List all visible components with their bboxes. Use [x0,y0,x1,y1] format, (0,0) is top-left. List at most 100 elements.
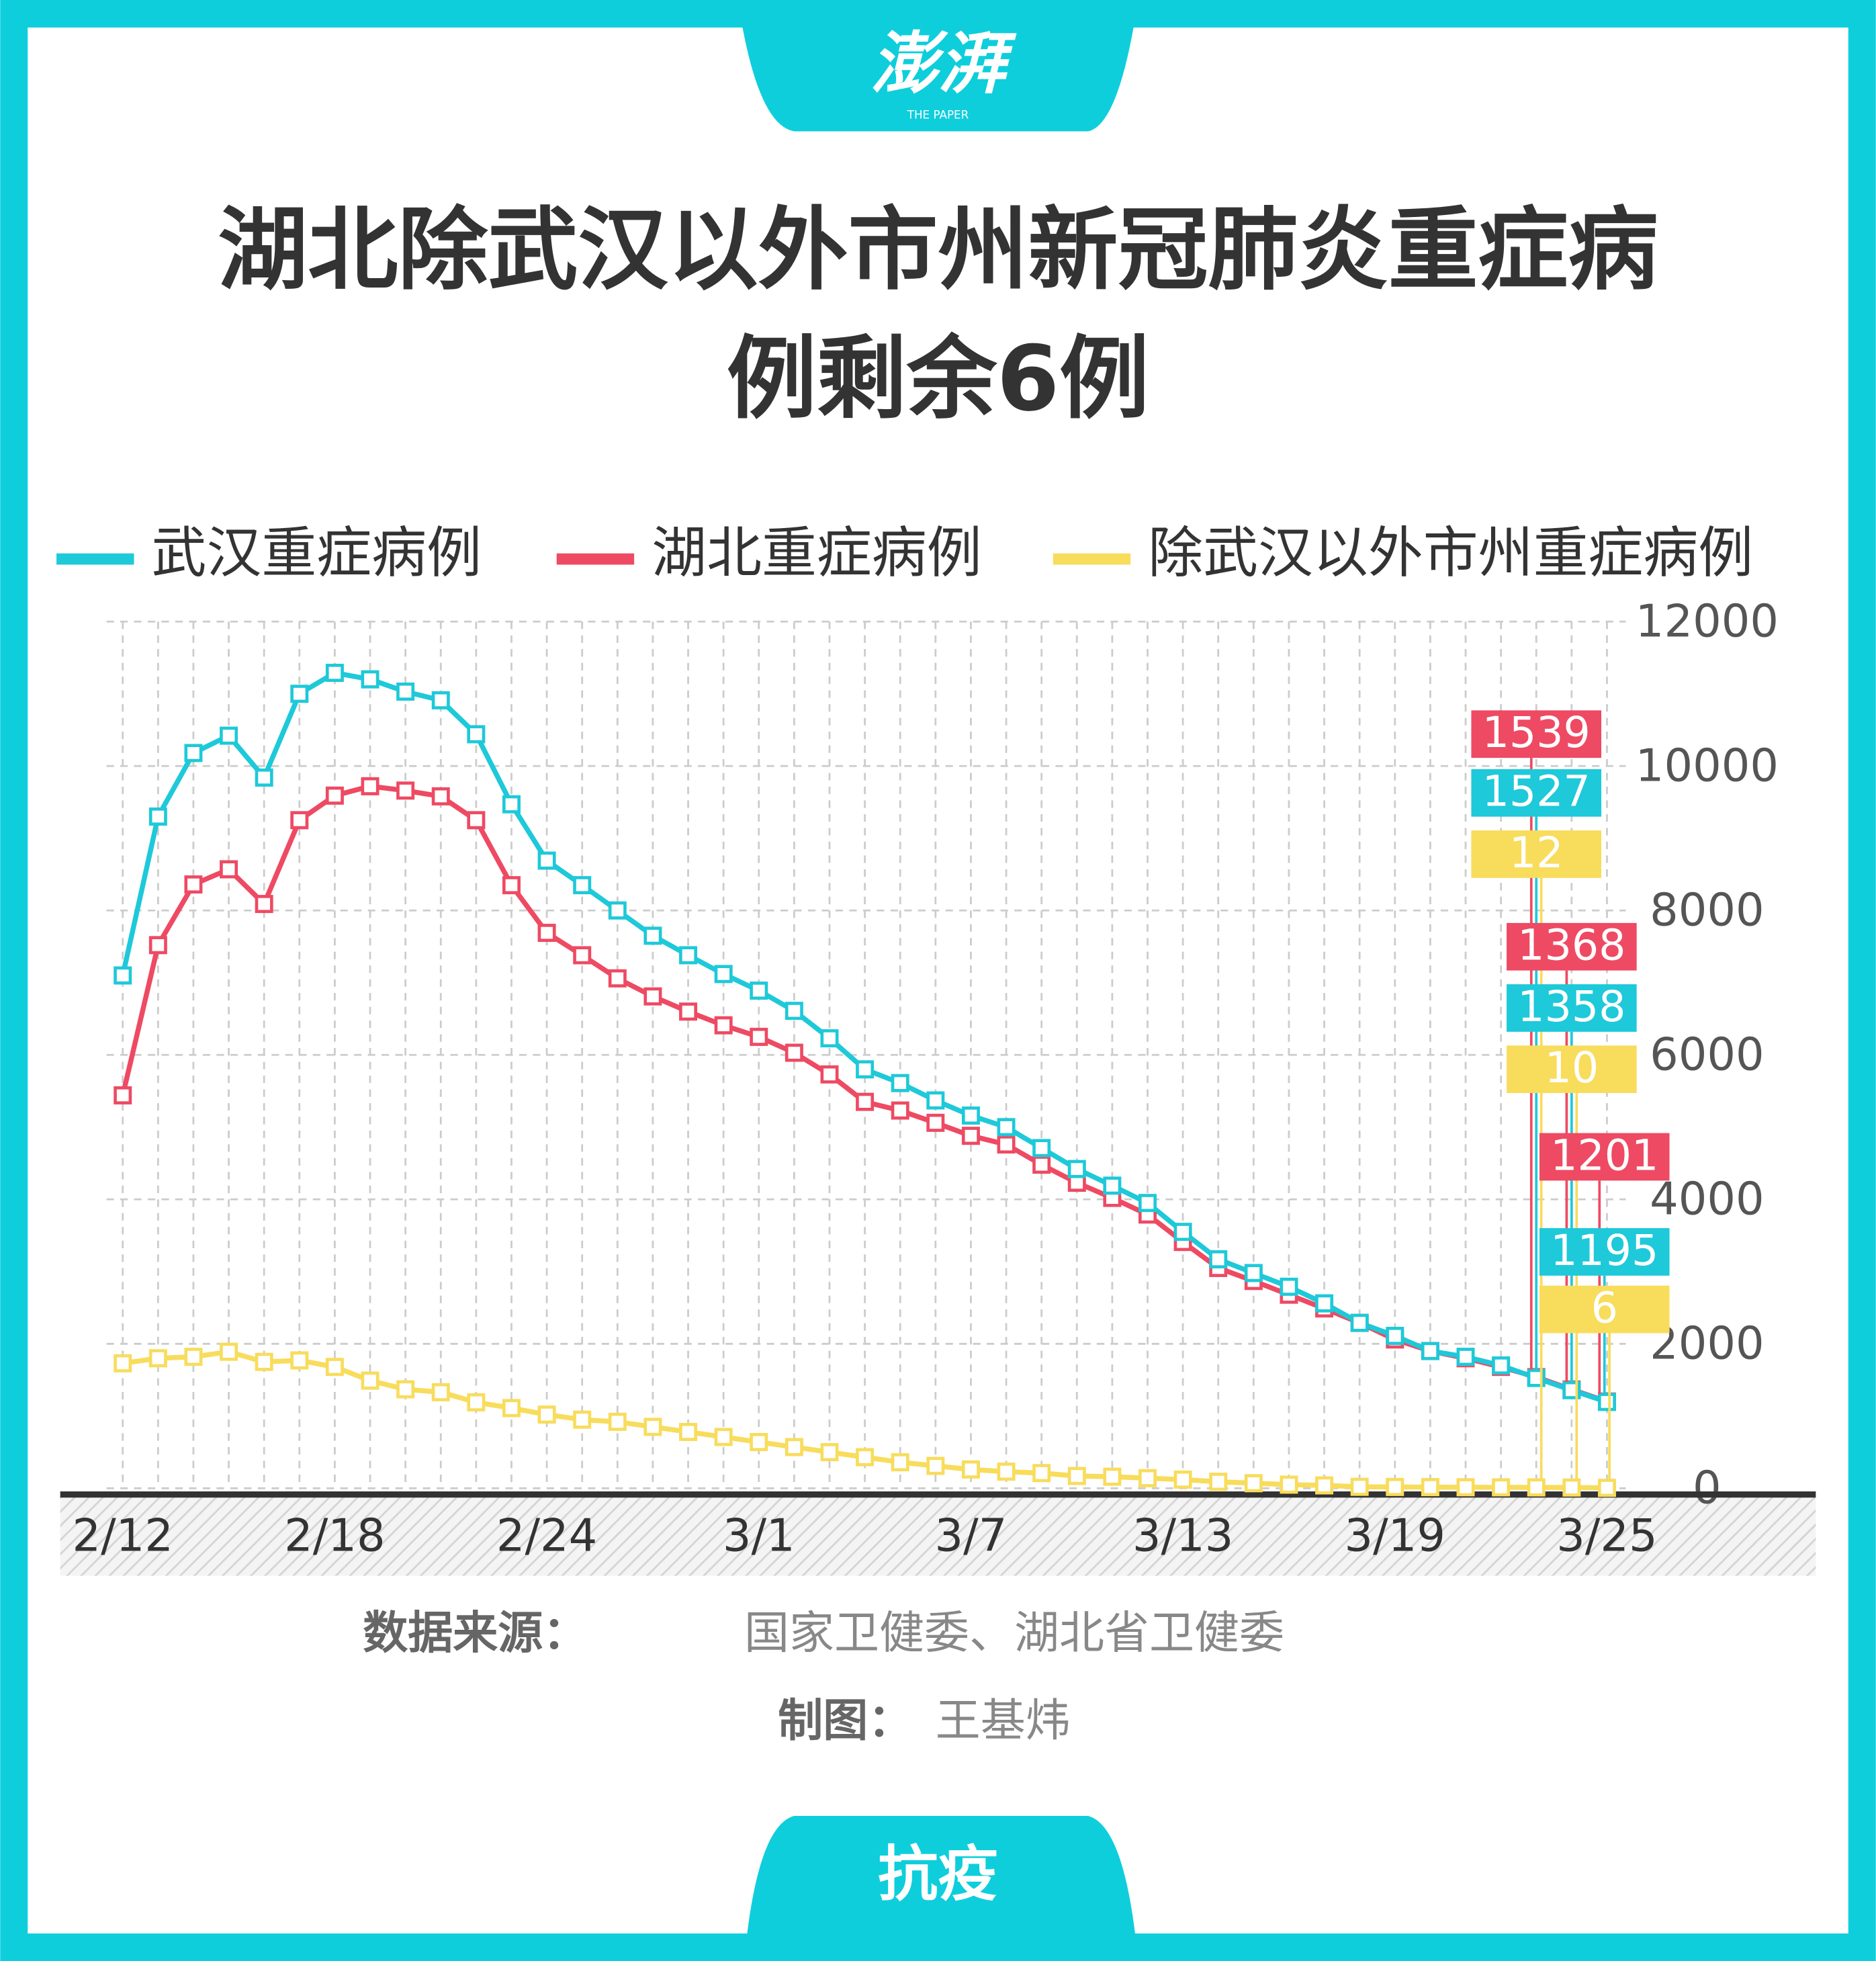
marker [255,895,273,914]
value-label-box [1471,830,1602,878]
value-label: 1195 [1550,1225,1658,1275]
marker [255,1352,273,1371]
logo: 澎湃 [870,25,1018,103]
source-label: 数据来源： [363,1607,588,1659]
marker [325,664,344,683]
value-label: 6 [1591,1283,1618,1333]
marker [220,1342,238,1361]
x-tick-label: 3/13 [1132,1509,1233,1561]
x-tick-label: 3/1 [723,1509,795,1561]
marker [891,1074,909,1092]
marker [537,851,556,870]
marker [1456,1348,1475,1366]
marker [573,876,592,895]
marker [856,1448,875,1467]
marker [926,1113,945,1132]
marker [679,1422,698,1441]
marker [997,1118,1016,1137]
x-tick-label: 2/24 [496,1509,597,1561]
marker [184,744,203,762]
marker [1103,1176,1122,1195]
marker [856,1060,875,1079]
marker [1315,1294,1334,1313]
marker [537,1405,556,1424]
marker [1421,1478,1439,1497]
marker [961,1127,980,1145]
marker [750,982,768,1000]
marker [220,860,238,879]
source-text: 国家卫健委、湖北省卫健委 [744,1607,1284,1659]
value-label-box [1507,1045,1637,1094]
y-tick-label: 10000 [1636,740,1779,792]
marker [679,946,698,965]
marker [1209,1250,1228,1269]
value-label-box [1539,1228,1670,1276]
marker [184,875,203,894]
marker [1350,1313,1369,1332]
marker [856,1092,875,1111]
marker [431,787,450,805]
x-axis-band [60,1497,1816,1576]
marker [714,965,733,984]
marker [1386,1326,1404,1345]
marker [148,936,167,955]
marker [573,1410,592,1429]
marker [961,1106,980,1125]
value-label: 1539 [1482,707,1591,757]
marker [643,1418,662,1436]
value-label: 1201 [1550,1130,1658,1180]
chart-title: 湖北除武汉以外市州新冠肺炎重症病 [218,198,1658,302]
marker [997,1463,1016,1481]
marker [785,1043,803,1062]
marker [1032,1464,1051,1483]
marker [1386,1477,1404,1496]
marker [1138,1194,1157,1213]
footer: 抗疫 [878,1840,998,1910]
marker [785,1438,803,1456]
marker [431,691,450,709]
marker [396,1380,415,1399]
marker [997,1135,1016,1154]
marker [1350,1477,1369,1496]
marker [290,685,309,703]
marker [502,1399,521,1418]
panel [28,27,1848,1934]
marker [820,1065,839,1084]
marker [184,1348,203,1366]
marker [1315,1476,1334,1495]
marker [325,786,344,805]
legend-label: 武汉重症病例 [152,521,482,585]
value-label: 1358 [1517,982,1625,1031]
x-tick-label: 3/7 [935,1509,1008,1561]
value-label-box [1539,1133,1670,1181]
value-label-box [1507,984,1637,1032]
marker [148,1349,167,1368]
marker [1280,1277,1298,1296]
marker [467,1393,486,1411]
marker [255,768,273,787]
marker [608,1412,627,1431]
marker [750,1027,768,1046]
y-tick-label: 8000 [1650,884,1765,936]
marker [114,1086,132,1104]
marker [1032,1139,1051,1158]
credit-text: 王基炜 [936,1694,1071,1747]
marker [431,1383,450,1401]
marker [643,926,662,945]
marker [714,1016,733,1035]
marker [114,1354,132,1372]
value-label: 10 [1545,1043,1599,1092]
marker [608,901,627,920]
marker [1173,1470,1192,1489]
marker [220,726,238,745]
marker [148,807,167,826]
value-label: 1527 [1482,767,1591,816]
marker [325,1358,344,1377]
marker [467,725,486,744]
marker [396,781,415,800]
x-tick-label: 2/18 [284,1509,385,1561]
marker [1280,1475,1298,1494]
marker [1597,1393,1616,1411]
marker [290,811,309,830]
